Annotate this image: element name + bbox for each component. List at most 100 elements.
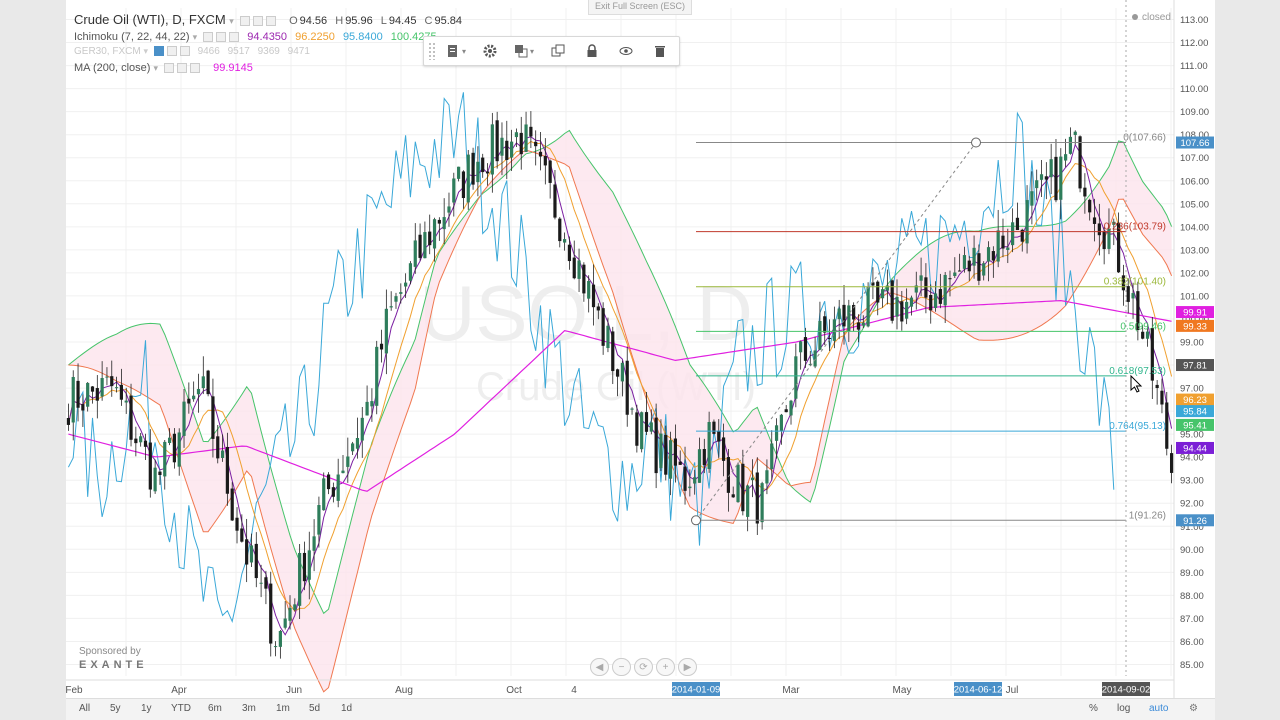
ohlc-values: O 94.56 H 95.96 L 94.45 C 95.84 [284,15,462,27]
ichimoku-eye-icon[interactable] [203,32,214,43]
candle-down [823,316,827,333]
candle-down [678,461,682,465]
candle-down [240,528,244,542]
range-1m-button[interactable]: 1m [276,703,290,714]
candle-down [211,396,215,439]
candle-down [230,488,234,521]
range-1y-button[interactable]: 1y [141,703,152,714]
range-ytd-button[interactable]: YTD [171,703,191,714]
lock-icon[interactable] [578,40,606,62]
candle-up [832,319,836,341]
candle-up [476,161,480,183]
range-6m-button[interactable]: 6m [208,703,222,714]
ichimoku-legend[interactable]: Ichimoku (7, 22, 44, 22) ▾ 94.4350 96.22… [74,31,437,43]
candle-up [177,432,181,467]
ma-settings-icon[interactable] [177,63,188,74]
ichimoku-close-icon[interactable] [229,32,240,43]
candle-up [336,474,340,501]
price-tick-label: 94.00 [1180,453,1204,464]
candle-up [249,545,254,563]
ma-label: MA (200, close) [74,62,151,74]
price-badge [1176,441,1214,454]
settings-gear-icon[interactable]: ⚙ [1189,703,1198,714]
candle-up [423,232,427,259]
candle-up [312,536,316,551]
candle-down [548,160,552,183]
fib-level-label: 0(107.66) [1123,133,1166,144]
zoom-in-icon[interactable]: + [656,658,675,676]
settings-icon[interactable] [476,40,504,62]
candle-down [1121,275,1126,291]
exit-fullscreen-button[interactable]: Exit Full Screen (ESC) [588,0,692,15]
percent-scale-button[interactable]: % [1089,703,1098,714]
ma-collapse-icon[interactable]: ▾ [153,63,159,73]
symbol-legend[interactable]: Crude Oil (WTI), D, FXCM ▾ O 94.56 H 95.96… [74,12,462,27]
scroll-left-icon[interactable]: ◀ [590,658,609,676]
candle-down [534,141,538,147]
ichimoku-cloud [68,130,1172,692]
legend-eye-icon[interactable] [240,15,251,26]
visual-order-icon[interactable]: ▾ [510,40,538,62]
legend-collapse-icon[interactable]: ▾ [229,16,234,26]
candle-down [129,395,133,440]
range-3m-button[interactable]: 3m [242,703,256,714]
price-badge [1176,319,1214,332]
ichimoku-span-b-line [68,149,1173,693]
candle-up [813,350,817,367]
ma-close-icon[interactable] [190,63,201,74]
candle-up [861,322,865,326]
candle-up [587,280,591,299]
ger30-high: 9517 [227,46,250,57]
legend-close-icon[interactable] [266,15,277,26]
candle-up [490,124,494,175]
candle-up [905,301,909,319]
ger30-collapse-icon[interactable]: ▾ [143,46,148,56]
candle-down [784,409,788,413]
log-scale-button[interactable]: log [1117,703,1131,714]
drawing-toolbar: ▾ ▾ [423,36,680,66]
zoom-out-icon[interactable]: − [612,658,631,676]
sponsor-block[interactable]: Sponsored by EXANTE [79,646,148,671]
range-5y-button[interactable]: 5y [110,703,121,714]
clone-icon[interactable] [544,40,572,62]
hide-icon[interactable] [612,40,640,62]
candle-up [355,437,360,449]
scroll-right-icon[interactable]: ▶ [678,658,697,676]
candle-down [418,234,422,258]
candle-up [399,292,403,294]
candle-down [269,583,273,644]
candle-down [876,281,880,303]
candle-down [110,376,114,387]
candle-up [153,467,157,492]
candle-down [495,120,499,162]
ma-legend[interactable]: MA (200, close) ▾ 99.9145 [74,62,253,74]
ger30-settings-icon[interactable] [166,46,177,57]
ma-eye-icon[interactable] [164,63,175,74]
candle-up [317,505,321,535]
range-5d-button[interactable]: 5d [309,703,321,714]
template-icon[interactable]: ▾ [442,40,470,62]
watermark-symbol: USOIL, D [419,269,753,357]
candle-up [341,470,345,474]
ger30-eye-icon[interactable] [153,46,164,57]
auto-scale-button[interactable]: auto [1149,703,1169,714]
range-all-button[interactable]: All [79,703,91,714]
ichimoku-settings-icon[interactable] [216,32,227,43]
legend-settings-icon[interactable] [253,15,264,26]
price-tick-label: 112.00 [1180,38,1208,49]
candle-up [346,456,350,467]
candle-up [693,477,697,484]
price-tick-label: 110.00 [1180,84,1208,95]
reset-icon[interactable]: ⟳ [634,658,653,676]
price-tick-label: 87.00 [1180,614,1204,625]
ger30-legend[interactable]: GER30, FXCM ▾ 9466 9517 9369 9471 [74,46,310,57]
candle-down [1078,136,1082,189]
candle-down [611,331,615,372]
delete-icon[interactable] [646,40,674,62]
ichimoku-collapse-icon[interactable]: ▾ [192,32,198,42]
range-1d-button[interactable]: 1d [341,703,353,714]
candle-down [264,577,268,589]
ger30-close-icon[interactable] [179,46,190,57]
toolbar-drag-handle[interactable] [428,42,436,60]
